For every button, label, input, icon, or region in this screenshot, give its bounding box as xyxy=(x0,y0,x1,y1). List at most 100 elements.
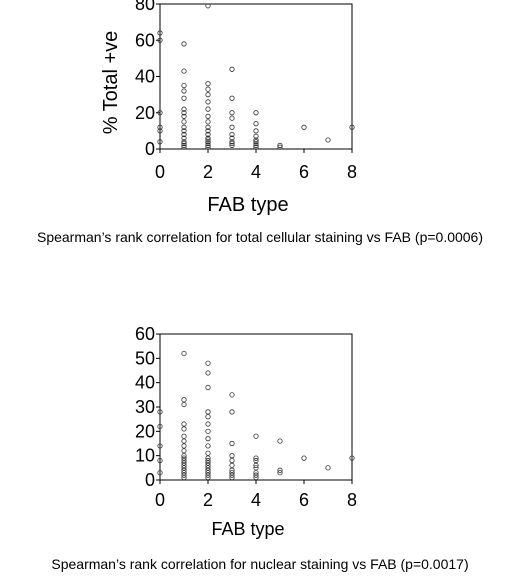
data-point xyxy=(181,470,187,476)
data-point xyxy=(181,124,187,130)
x-tick-label: 0 xyxy=(155,162,165,182)
plot-frame xyxy=(159,3,353,150)
y-tick-label: 80 xyxy=(135,0,155,14)
y-tick-label: 40 xyxy=(135,373,155,393)
data-point xyxy=(181,128,187,134)
x-tick-label: 8 xyxy=(347,162,357,182)
data-point xyxy=(277,142,283,148)
data-point xyxy=(229,457,235,464)
data-point xyxy=(205,3,211,9)
data-point xyxy=(205,457,211,464)
data-point xyxy=(181,448,187,454)
data-point xyxy=(205,370,211,376)
data-point xyxy=(157,128,163,134)
data-point xyxy=(253,140,259,147)
data-point xyxy=(349,455,355,461)
data-point xyxy=(229,140,235,147)
data-point xyxy=(253,142,259,148)
data-point xyxy=(181,467,187,473)
data-point xyxy=(205,144,211,150)
data-point xyxy=(229,474,235,481)
data-point xyxy=(157,124,163,130)
data-point xyxy=(181,462,187,468)
data-point xyxy=(181,453,187,459)
data-point xyxy=(205,384,211,391)
y-tick-label: 60 xyxy=(135,324,155,344)
chart-caption-total: Spearman’s rank correlation for total ce… xyxy=(36,229,484,245)
y-tick-label: 50 xyxy=(135,348,155,368)
x-tick-label: 6 xyxy=(299,490,309,510)
data-point xyxy=(229,110,235,116)
data-point xyxy=(277,470,283,476)
data-point xyxy=(181,82,187,89)
data-point xyxy=(181,465,187,471)
data-point xyxy=(205,113,211,119)
data-point xyxy=(181,421,187,427)
data-point xyxy=(205,137,211,143)
data-point xyxy=(253,144,259,150)
data-point xyxy=(157,443,163,449)
data-point xyxy=(253,465,259,471)
x-axis-label: FAB type xyxy=(207,194,288,216)
data-point xyxy=(301,124,307,130)
data-point xyxy=(157,139,163,145)
data-point xyxy=(181,95,187,101)
data-point xyxy=(229,139,235,145)
data-point xyxy=(181,68,187,74)
chart-total-staining: 0 20 40 60 80 0 2 4 6 8 FAB type % Total +ve xyxy=(100,0,357,216)
data-point xyxy=(205,128,211,134)
data-point xyxy=(229,467,235,473)
data-point xyxy=(205,86,211,92)
data-point xyxy=(205,421,211,427)
x-tick-label: 2 xyxy=(203,490,213,510)
data-point xyxy=(205,139,211,145)
data-point xyxy=(181,113,187,119)
data-point xyxy=(205,455,211,461)
data-point xyxy=(229,440,235,447)
data-point xyxy=(205,360,211,366)
data-point xyxy=(253,110,259,116)
data-point xyxy=(253,457,259,464)
data-point xyxy=(205,474,211,481)
data-point xyxy=(253,133,259,139)
y-tick-label: 30 xyxy=(135,397,155,417)
y-tick-label: 0 xyxy=(145,139,155,159)
data-point xyxy=(229,124,235,130)
data-point xyxy=(181,455,187,461)
data-point xyxy=(325,465,331,471)
x-tick-label: 6 xyxy=(299,162,309,182)
data-point xyxy=(205,106,211,112)
data-point xyxy=(157,409,163,415)
data-point xyxy=(181,88,187,94)
data-point xyxy=(253,121,259,127)
data-point xyxy=(253,474,259,481)
data-point xyxy=(253,455,259,461)
data-point xyxy=(181,443,187,449)
data-point xyxy=(181,106,187,112)
data-point xyxy=(301,455,307,461)
data-point xyxy=(229,453,235,459)
x-tick-label: 4 xyxy=(251,162,261,182)
data-point xyxy=(253,128,259,134)
data-point xyxy=(253,472,259,478)
data-point xyxy=(181,426,187,432)
data-point xyxy=(205,131,211,138)
data-point xyxy=(181,350,187,357)
data-point xyxy=(229,470,235,476)
y-axis-label: % Total +ve xyxy=(100,31,122,135)
data-point xyxy=(181,460,187,466)
data-point xyxy=(205,436,211,442)
data-point xyxy=(181,142,187,148)
data-point xyxy=(253,470,259,476)
y-tick-label: 20 xyxy=(135,103,155,123)
data-point xyxy=(349,124,355,130)
data-point xyxy=(205,414,211,420)
data-point xyxy=(277,438,283,444)
data-point xyxy=(205,465,211,471)
data-point xyxy=(205,81,211,87)
x-axis-label: FAB type xyxy=(211,519,284,539)
data-point xyxy=(229,135,235,141)
data-point xyxy=(181,119,187,125)
y-tick-label: 40 xyxy=(135,67,155,87)
data-point xyxy=(181,140,187,147)
